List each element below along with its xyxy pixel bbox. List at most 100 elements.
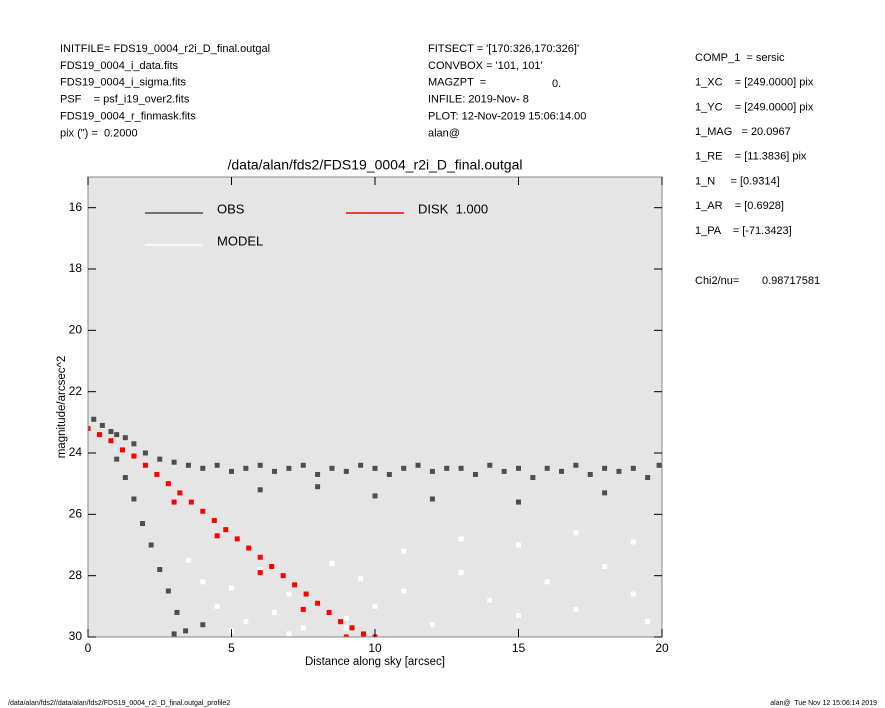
point [257, 567, 263, 573]
point [315, 600, 321, 606]
header-right-line: 1_AR = [0.6928] [695, 200, 784, 212]
point [573, 462, 579, 468]
footer-right: alan@ Tue Nov 12 15:06:14 2019 [770, 700, 877, 707]
point [645, 619, 651, 625]
y-tick-label: 30 [69, 629, 83, 643]
point [573, 530, 579, 536]
header-right-line: 1_PA = [-71.3423] [695, 225, 792, 237]
point [358, 462, 364, 468]
point [292, 582, 298, 588]
point [174, 609, 180, 615]
point [501, 468, 507, 474]
header-right-line: 1_XC = [249.0000] pix [695, 77, 814, 89]
y-tick-label: 16 [69, 200, 83, 214]
point [401, 465, 407, 471]
chi2-label: Chi2/nu= [695, 275, 739, 287]
point [372, 465, 378, 471]
header-left-line: FDS19_0004_r_finmask.fits [60, 111, 196, 123]
point [472, 471, 478, 477]
footer-left: /data/alan/fds2//data/alan/fds2/FDS19_00… [8, 700, 230, 707]
y-tick-label: 24 [69, 445, 83, 459]
point [415, 462, 421, 468]
point [401, 548, 407, 554]
point [444, 465, 450, 471]
point [214, 533, 220, 539]
point [429, 468, 435, 474]
point [329, 465, 335, 471]
point [516, 499, 521, 505]
header-left-line: FDS19_0004_i_data.fits [60, 60, 179, 72]
point [246, 545, 252, 551]
header-middle-line: PLOT: 12-Nov-2019 15:06:14.00 [428, 111, 586, 123]
y-axis-label: magnitude/arcsec^2 [56, 356, 68, 459]
point [602, 465, 608, 471]
point [183, 628, 189, 634]
point [91, 416, 97, 422]
point [338, 619, 344, 625]
point [630, 539, 636, 545]
point [315, 484, 321, 490]
point [487, 597, 493, 603]
point [229, 468, 234, 474]
point [154, 471, 160, 477]
point [200, 508, 206, 514]
point [114, 456, 120, 462]
point [349, 625, 355, 631]
point [131, 453, 137, 459]
point [185, 462, 191, 468]
point [88, 425, 91, 431]
point [401, 588, 407, 594]
point [458, 570, 464, 576]
y-tick-label: 22 [69, 384, 83, 398]
point [300, 625, 306, 631]
point [429, 622, 435, 628]
point [272, 468, 278, 474]
point [157, 567, 163, 573]
point [108, 429, 114, 435]
point [214, 462, 220, 468]
point [108, 438, 114, 444]
chart-title: /data/alan/fds2/FDS19_0004_r2i_D_final.o… [228, 157, 523, 173]
point [326, 609, 332, 615]
plot-area [88, 177, 662, 637]
point [544, 465, 550, 471]
point [343, 634, 349, 637]
point [211, 517, 217, 523]
header-middle-line: FITSECT = '[170:326,170:326]' [428, 43, 579, 55]
point [516, 465, 521, 471]
point [630, 465, 636, 471]
point [573, 606, 579, 612]
point [234, 536, 240, 542]
point [329, 560, 335, 566]
y-tick-label: 26 [69, 507, 83, 521]
point [544, 579, 550, 585]
point [140, 521, 146, 527]
y-tick-label: 18 [69, 261, 83, 275]
header-right-line: 1_MAG = 20.0967 [695, 126, 791, 138]
x-tick-label: 15 [512, 641, 526, 655]
point [165, 588, 171, 594]
point [171, 459, 177, 465]
point [630, 591, 636, 597]
header-middle-line: CONVBOX = '101, 101' [428, 60, 543, 72]
legend-label: MODEL [217, 233, 263, 248]
point [96, 432, 102, 438]
header-left-line: PSF = psf_i19_over2.fits [60, 94, 190, 106]
point [587, 471, 593, 477]
point [458, 536, 464, 542]
point [343, 616, 349, 622]
point [429, 496, 435, 502]
point [343, 468, 349, 474]
point [165, 481, 171, 487]
point [372, 603, 378, 609]
x-tick-label: 10 [368, 641, 382, 655]
point [243, 619, 249, 625]
point [200, 579, 206, 585]
point [559, 468, 565, 474]
x-tick-label: 20 [655, 641, 669, 655]
x-axis-label: Distance along sky [arcsec] [305, 656, 445, 668]
point [358, 576, 364, 582]
point [214, 603, 220, 609]
point [119, 447, 125, 453]
